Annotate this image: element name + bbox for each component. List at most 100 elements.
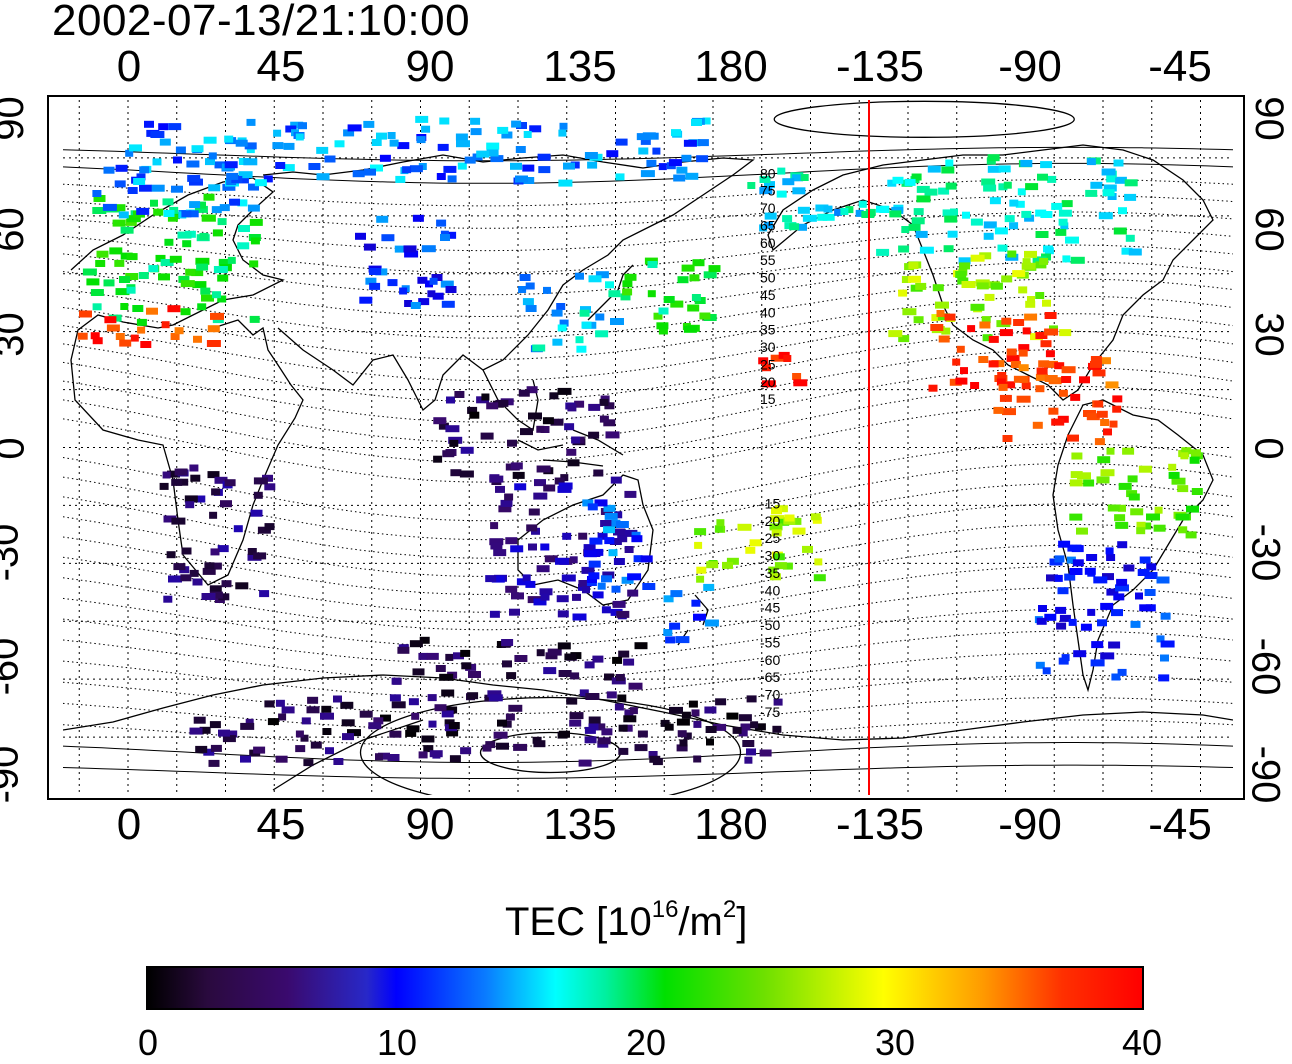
tec-cell xyxy=(1086,554,1098,561)
tec-cell xyxy=(437,143,449,151)
tec-cell xyxy=(580,306,591,314)
tec-cell xyxy=(480,432,494,440)
contour-label: -70 xyxy=(760,687,780,703)
tec-cell xyxy=(273,129,282,137)
tec-cell xyxy=(1094,438,1105,446)
tec-cell xyxy=(191,269,204,277)
tec-cell xyxy=(582,586,590,594)
tec-cell xyxy=(90,332,100,340)
tec-cell xyxy=(1102,189,1115,197)
tec-cell xyxy=(1121,247,1133,255)
tec-cell xyxy=(653,312,663,320)
right-y-tick: 60 xyxy=(1246,207,1291,252)
tec-cell xyxy=(1103,184,1117,192)
tec-cell xyxy=(998,383,1008,391)
tec-cell xyxy=(687,304,700,312)
tec-cell xyxy=(371,139,382,146)
geomagnetic-contour xyxy=(63,404,1233,483)
top-x-tick: 135 xyxy=(543,42,617,91)
tec-cell xyxy=(976,282,989,290)
tec-cell xyxy=(595,330,609,338)
tec-cell xyxy=(370,164,383,172)
tec-cell xyxy=(858,200,867,208)
tec-cell xyxy=(1018,286,1028,294)
tec-cell xyxy=(267,718,279,726)
tec-cell xyxy=(528,508,540,516)
tec-cell xyxy=(193,716,206,724)
tec-cell xyxy=(298,122,307,130)
top-x-tick: -90 xyxy=(998,42,1062,91)
tec-cell xyxy=(1061,366,1076,374)
tec-cell xyxy=(275,699,285,707)
tec-cell xyxy=(1015,200,1025,208)
tec-cell xyxy=(1058,389,1068,397)
tec-cell xyxy=(979,252,992,260)
tec-cell xyxy=(169,255,182,263)
bottom-x-tick: 135 xyxy=(543,800,617,849)
tec-cell xyxy=(445,425,460,433)
tec-cell xyxy=(613,558,625,565)
right-y-tick: 90 xyxy=(1246,96,1291,141)
tec-cell xyxy=(184,495,198,503)
tec-cell xyxy=(815,204,829,212)
tec-cell xyxy=(777,167,786,175)
tec-cell xyxy=(219,204,230,212)
tec-cell xyxy=(1044,328,1059,336)
tec-cell xyxy=(601,728,613,736)
tec-cell xyxy=(960,367,968,375)
tec-cell xyxy=(320,712,334,720)
tec-cell xyxy=(369,268,382,275)
tec-cell xyxy=(421,125,431,133)
tec-cell xyxy=(464,156,476,164)
contour-label: -75 xyxy=(760,704,780,720)
tec-cell xyxy=(904,178,916,186)
tec-cell xyxy=(588,572,600,580)
tec-cell xyxy=(605,431,620,439)
tec-cell xyxy=(340,701,354,709)
top-x-tick: -45 xyxy=(1148,42,1212,91)
tec-cell xyxy=(253,552,267,560)
tec-cell xyxy=(181,210,192,218)
tec-cell xyxy=(355,232,366,240)
tec-cell xyxy=(244,142,257,150)
tec-cell xyxy=(664,723,674,731)
tec-cell xyxy=(447,175,457,183)
tec-cell xyxy=(359,710,373,718)
tec-cell xyxy=(470,128,482,136)
tec-cell xyxy=(611,585,621,593)
tec-cell xyxy=(441,300,455,308)
tec-cell xyxy=(290,121,304,129)
tec-cell xyxy=(998,165,1011,173)
geomagnetic-contour xyxy=(63,630,1233,682)
tec-cell xyxy=(410,302,421,309)
geomagnetic-contour xyxy=(63,608,1233,665)
tec-cell xyxy=(945,182,957,190)
tec-cell xyxy=(1036,367,1048,375)
tec-cell xyxy=(1160,640,1175,648)
tec-cell xyxy=(488,694,503,702)
tec-cell xyxy=(1135,592,1143,600)
geomagnetic-contour xyxy=(63,652,1233,698)
tec-cell xyxy=(876,205,889,213)
tec-cell xyxy=(1018,344,1030,352)
tec-cell xyxy=(1096,410,1108,418)
tec-cell xyxy=(536,425,545,433)
tec-cell xyxy=(584,736,597,744)
tec-cell xyxy=(283,142,295,150)
tec-cell xyxy=(1047,175,1057,183)
tec-cell xyxy=(636,133,650,141)
tec-cell xyxy=(528,412,542,420)
colorbar-title-exponent: 16 xyxy=(651,896,679,923)
tec-cell xyxy=(676,166,688,174)
tec-cell xyxy=(1117,541,1128,549)
tec-cell xyxy=(275,162,286,169)
tec-cell xyxy=(425,280,433,288)
tec-cell xyxy=(1058,540,1071,548)
tec-cell xyxy=(387,132,396,139)
tec-cell xyxy=(935,301,949,309)
tec-cell xyxy=(1127,475,1138,483)
colorbar-tick: 30 xyxy=(874,1022,916,1063)
tec-cell xyxy=(578,580,592,587)
geomagnetic-contour xyxy=(63,146,1233,162)
tec-cell xyxy=(593,548,604,556)
